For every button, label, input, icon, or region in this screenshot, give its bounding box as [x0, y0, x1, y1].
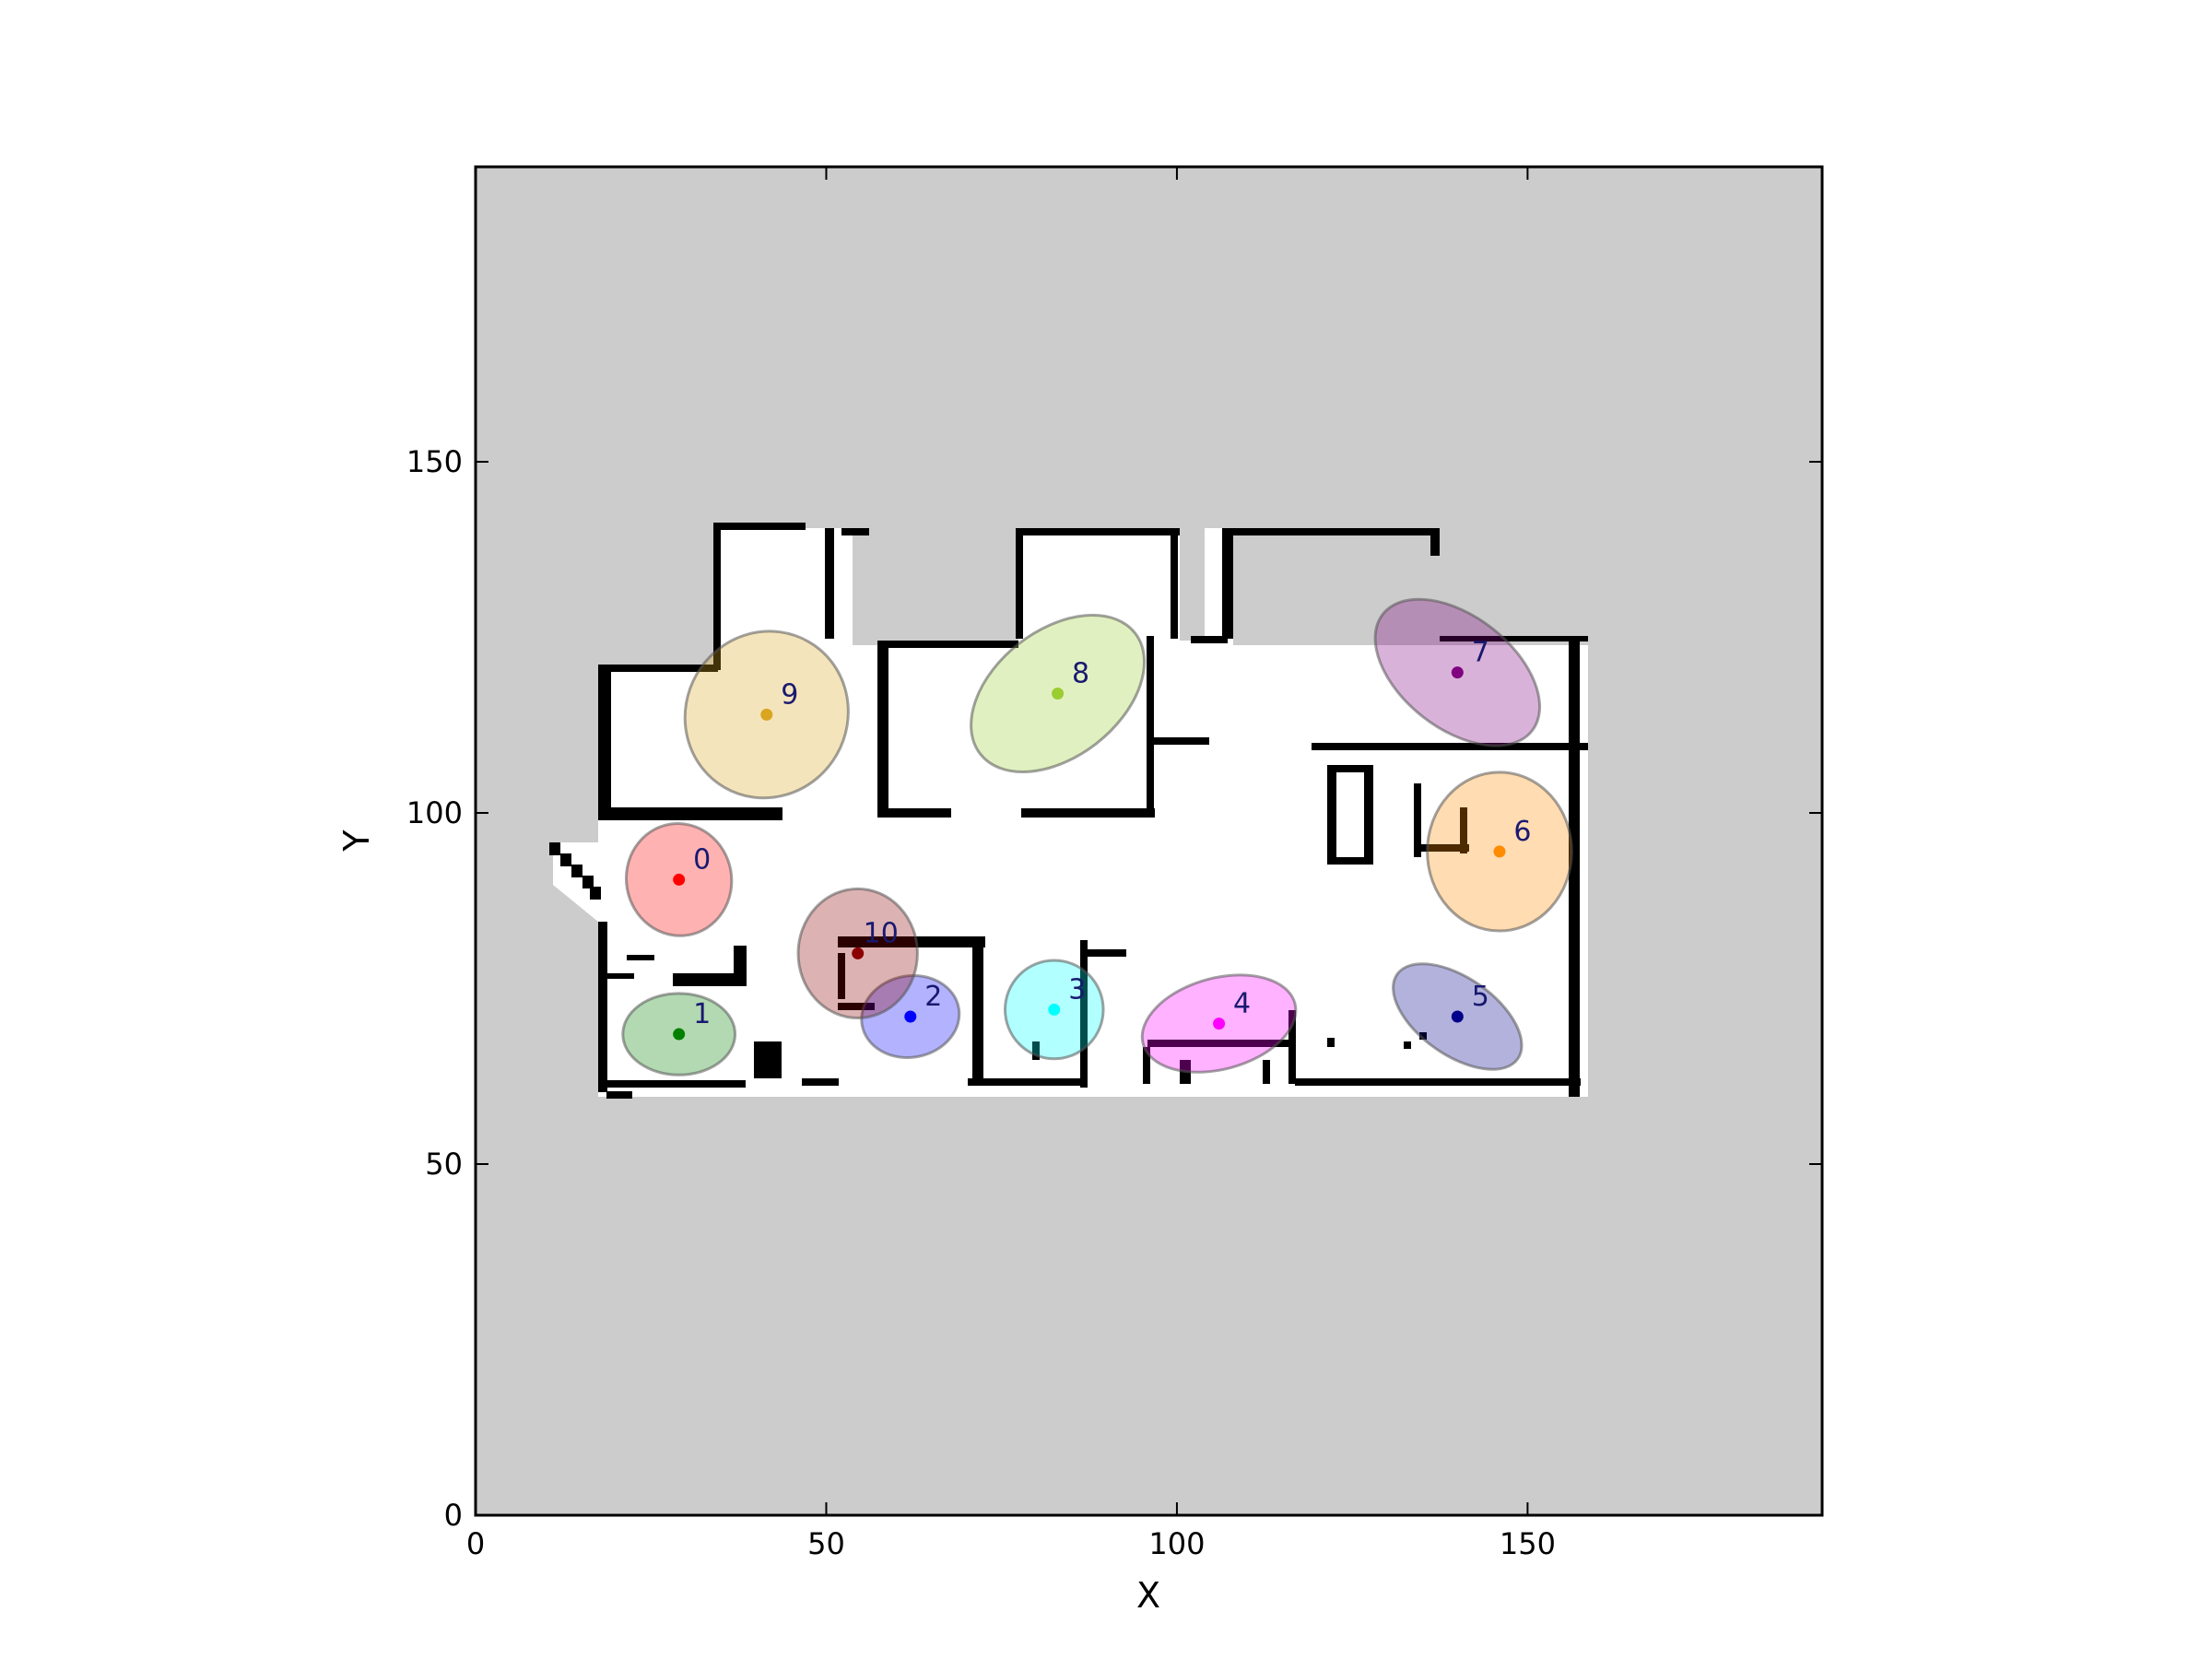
axes-frame	[474, 165, 1824, 1517]
region-3-centroid	[1048, 1003, 1061, 1016]
region-7-label: 7	[1472, 637, 1489, 669]
region-10-label: 10	[864, 917, 899, 949]
region-0-label: 0	[693, 843, 711, 876]
region-4-label: 4	[1233, 988, 1251, 1020]
y-tick-label: 50	[425, 1147, 463, 1182]
region-5-centroid	[1451, 1010, 1464, 1023]
region-8-label: 8	[1072, 657, 1089, 689]
region-2-label: 2	[924, 981, 942, 1013]
y-axis-label: Y	[336, 830, 377, 853]
x-tick-label: 100	[1148, 1526, 1205, 1561]
x-axis-label: X	[1136, 1575, 1160, 1616]
region-2-centroid	[904, 1010, 917, 1023]
y-tick-label: 150	[406, 444, 463, 479]
region-9-label: 9	[781, 678, 798, 711]
region-6-centroid	[1493, 845, 1506, 858]
region-1-label: 1	[693, 998, 711, 1030]
y-tick-label: 100	[406, 795, 463, 830]
x-tick-label: 50	[807, 1526, 845, 1561]
region-10-centroid	[852, 947, 865, 959]
region-5-label: 5	[1472, 981, 1489, 1013]
walls	[549, 523, 1588, 1099]
y-tick-label: 0	[444, 1498, 463, 1533]
region-8-centroid	[1052, 687, 1065, 700]
region-3-label: 3	[1068, 973, 1086, 1006]
region-labels: 0 1 2 3 4 5 6 7 8 9 10	[693, 637, 1531, 1030]
x-tick-label: 0	[466, 1526, 485, 1561]
region-1-centroid	[673, 1028, 686, 1041]
x-tick-label: 150	[1500, 1526, 1556, 1561]
region-centroids	[673, 666, 1506, 1041]
region-4-centroid	[1213, 1018, 1226, 1030]
region-6-label: 6	[1513, 816, 1531, 848]
region-0-centroid	[673, 873, 686, 886]
region-9-centroid	[760, 708, 773, 721]
region-7-centroid	[1451, 666, 1464, 679]
